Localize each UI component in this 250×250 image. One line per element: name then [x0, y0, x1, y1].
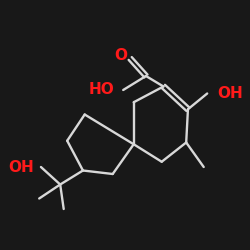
Text: OH: OH — [8, 160, 34, 174]
Text: OH: OH — [218, 86, 244, 101]
Text: O: O — [114, 48, 128, 63]
Text: HO: HO — [89, 82, 115, 98]
